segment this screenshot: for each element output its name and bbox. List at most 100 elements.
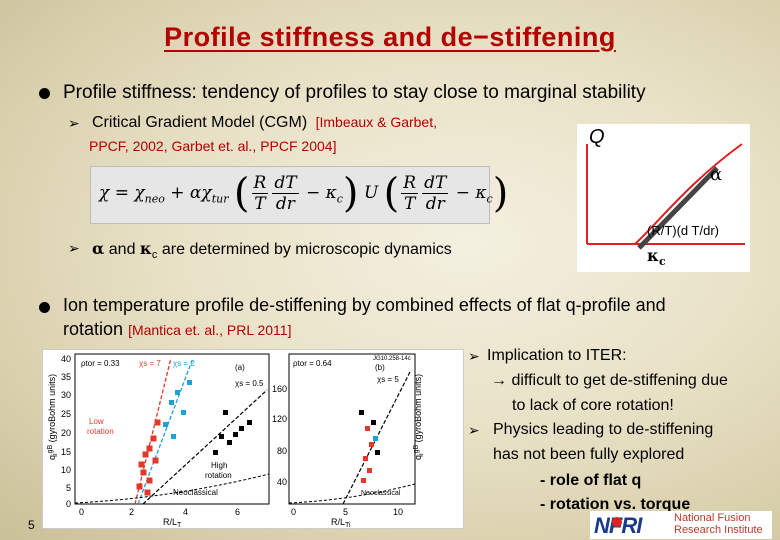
mantica-ref: [Mantica et. al., PRL 2011] [128, 322, 292, 338]
eq-neo: neo [144, 192, 165, 206]
right-ytick: 40 [277, 477, 287, 487]
alpha-label: α [710, 164, 723, 185]
data-point [152, 457, 159, 464]
left-ytick: 10 [61, 465, 71, 475]
eq-minus: − κ [300, 183, 337, 203]
cgm-text: Critical Gradient Model (CGM) [92, 114, 308, 131]
eq-lhs: χ = χ [99, 183, 145, 203]
left-ytick: 25 [61, 409, 71, 419]
q-label: Q [589, 126, 605, 148]
nfri-line-1: National Fusion [674, 512, 751, 524]
kappa-c-label: κc [647, 246, 666, 269]
data-point [223, 410, 228, 415]
role-flat-q: - role of flat q [540, 472, 642, 489]
data-point [219, 434, 224, 439]
right-ytick: 160 [272, 384, 287, 394]
right-ytick: 120 [272, 414, 287, 424]
rotation-vs-torque: - rotation vs. torque [540, 496, 691, 513]
data-point [142, 451, 149, 458]
data-point [146, 445, 153, 452]
nfri-dot-icon [612, 517, 622, 527]
kappa-symbol: κ [139, 239, 152, 258]
data-point [169, 400, 174, 405]
cgm-ref-b: PPCF, 2002, Garbet et. al., PPCF 2004] [89, 138, 337, 154]
arrow-bullet-icon: ➢ [68, 115, 80, 131]
data-point [365, 426, 370, 431]
left-ytick: 15 [61, 447, 71, 457]
data-point [363, 456, 368, 461]
arrow-bullet-icon: ➢ [468, 422, 480, 438]
data-point [136, 483, 143, 490]
left-x-label: R/LT [163, 517, 182, 528]
left-neoclassical-curve [74, 473, 270, 504]
bullet-2-text-a: Ion temperature profile de-stiffening by… [63, 295, 666, 315]
right-panel-label: (b) [375, 363, 385, 372]
right-y-ticks: 160 120 80 40 [272, 384, 287, 487]
data-point [175, 390, 180, 395]
arrow-bullet-icon: ➢ [468, 348, 480, 364]
right-xtick: 5 [343, 507, 348, 517]
kappa-sub: c [151, 249, 158, 262]
low-rotation-label: Low [89, 417, 104, 426]
high-rotation-label: rotation [205, 471, 232, 480]
determined-text: are determined by microscopic dynamics [161, 241, 452, 258]
bullet-dot [39, 88, 50, 99]
left-x-ticks: 0 2 4 6 [79, 507, 240, 517]
left-ytick: 5 [66, 483, 71, 493]
left-y-ticks: 40 35 30 25 20 15 10 5 0 [61, 354, 71, 509]
and-text: and [108, 241, 136, 258]
eq-minus-2: − κ [450, 183, 487, 203]
chi5-label: χs = 5 [377, 375, 399, 384]
jg-label: JG10.258-14c [373, 356, 411, 362]
data-point [369, 442, 374, 447]
right-neoclassical-label: Neoclassical [361, 490, 401, 497]
data-point [154, 419, 161, 426]
data-point [146, 477, 153, 484]
data-point [233, 432, 238, 437]
left-neoclassical-label: Neoclassical [173, 488, 218, 497]
right-data-points [359, 410, 380, 483]
left-rho-label: ρtor = 0.33 [81, 359, 120, 368]
experiment-plots-figure: 40 35 30 25 20 15 10 5 0 0 2 4 6 R/LT qi… [42, 349, 464, 529]
cgm-ref-a: [Imbeaux & Garbet, [315, 114, 438, 130]
implication-heading: Implication to ITER: [487, 347, 627, 364]
data-point [138, 461, 145, 468]
left-panel-label: (a) [235, 363, 245, 372]
right-panel-frame [288, 353, 416, 505]
rotation-word: rotation [63, 319, 124, 339]
data-point [367, 468, 372, 473]
data-point [361, 478, 366, 483]
data-point [150, 435, 157, 442]
chi05-label: χs = 0.5 [235, 379, 264, 388]
data-point [227, 440, 232, 445]
implication-line-2: → difficult to get de-stiffening due [491, 372, 728, 389]
low-rotation-points [136, 419, 161, 496]
bullet-dot [39, 302, 50, 313]
right-xtick: 10 [393, 507, 403, 517]
critical-gradient-diagram: Q α (R/T)(d T/dr) κc [577, 124, 750, 272]
bullet-2-text-b: rotation [Mantica et. al., PRL 2011] [63, 319, 291, 340]
nfri-line-2: Research Institute [674, 524, 763, 536]
data-point [359, 410, 364, 415]
data-point [163, 422, 168, 427]
left-xtick: 4 [183, 507, 188, 517]
data-point [375, 450, 380, 455]
alpha-symbol: α [92, 239, 105, 258]
high-rotation-points [213, 410, 252, 455]
physics-line-2: has not been fully explored [493, 446, 685, 463]
left-ytick: 0 [66, 499, 71, 509]
data-point [181, 410, 186, 415]
left-ytick: 35 [61, 372, 71, 382]
eq-U: U [363, 183, 379, 203]
eq-plus: + αχ [164, 183, 212, 203]
physics-line-1: Physics leading to de-stiffening [493, 421, 714, 438]
left-xtick: 0 [79, 507, 84, 517]
nfri-logo: NFRI National Fusion Research Institute [590, 511, 772, 539]
right-arrow-icon: → [491, 372, 512, 389]
eq-frac-2: dT dr [272, 173, 299, 214]
alpha-kappa-text: α and κc are determined by microscopic d… [92, 239, 452, 261]
page-number: 5 [28, 518, 35, 532]
